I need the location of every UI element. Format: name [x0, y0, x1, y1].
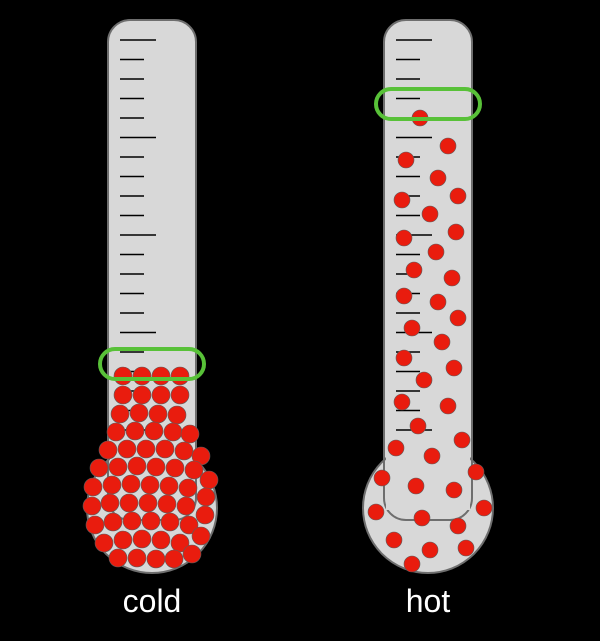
particle: [183, 545, 201, 563]
particle: [133, 367, 151, 385]
particle: [200, 471, 218, 489]
thermometer-diagram: cold hot: [0, 0, 600, 641]
particle: [430, 294, 446, 310]
particle: [386, 532, 402, 548]
particle: [109, 458, 127, 476]
particle: [164, 423, 182, 441]
particle: [156, 440, 174, 458]
background: [0, 0, 600, 641]
particle: [84, 478, 102, 496]
particle: [181, 425, 199, 443]
particle: [133, 530, 151, 548]
particle: [149, 405, 167, 423]
particle: [141, 476, 159, 494]
particle: [111, 405, 129, 423]
particle: [448, 224, 464, 240]
label-cold: cold: [123, 583, 182, 619]
particle: [147, 550, 165, 568]
particle: [104, 513, 122, 531]
particle: [128, 549, 146, 567]
particle: [123, 512, 141, 530]
particle: [137, 440, 155, 458]
particle: [192, 527, 210, 545]
particle: [450, 188, 466, 204]
particle: [142, 512, 160, 530]
particle: [408, 478, 424, 494]
particle: [185, 461, 203, 479]
particle: [86, 516, 104, 534]
particle: [394, 394, 410, 410]
particle: [476, 500, 492, 516]
particle: [410, 418, 426, 434]
particle: [450, 310, 466, 326]
particle: [404, 556, 420, 572]
particle: [128, 457, 146, 475]
particle: [422, 206, 438, 222]
particle: [388, 440, 404, 456]
particle: [114, 367, 132, 385]
particle: [422, 542, 438, 558]
particle: [458, 540, 474, 556]
particle: [130, 404, 148, 422]
particle: [161, 513, 179, 531]
particle: [90, 459, 108, 477]
particle: [394, 192, 410, 208]
particle: [454, 432, 470, 448]
particle: [83, 497, 101, 515]
particle: [175, 442, 193, 460]
particle: [440, 138, 456, 154]
particle: [114, 531, 132, 549]
particle: [446, 360, 462, 376]
particle: [145, 422, 163, 440]
particle: [396, 350, 412, 366]
particle: [152, 531, 170, 549]
particle: [109, 549, 127, 567]
particle: [101, 494, 119, 512]
particle: [414, 510, 430, 526]
particle: [122, 475, 140, 493]
particle: [179, 479, 197, 497]
label-hot: hot: [406, 583, 451, 619]
particle: [434, 334, 450, 350]
particle: [139, 494, 157, 512]
particle: [430, 170, 446, 186]
particle: [103, 476, 121, 494]
particle: [126, 422, 144, 440]
particle: [368, 504, 384, 520]
particle: [171, 386, 189, 404]
particle: [468, 464, 484, 480]
particle: [147, 458, 165, 476]
particle: [374, 470, 390, 486]
particle: [114, 386, 132, 404]
particle: [133, 386, 151, 404]
particle: [444, 270, 460, 286]
particle: [152, 367, 170, 385]
particle: [404, 320, 420, 336]
particle: [396, 230, 412, 246]
particle: [446, 482, 462, 498]
particle: [450, 518, 466, 534]
particle: [398, 152, 414, 168]
particle: [166, 459, 184, 477]
particle: [428, 244, 444, 260]
particle: [152, 386, 170, 404]
particle: [177, 497, 195, 515]
particle: [120, 494, 138, 512]
particle: [118, 440, 136, 458]
particle: [99, 441, 117, 459]
particle: [396, 288, 412, 304]
particle: [440, 398, 456, 414]
particle: [196, 506, 214, 524]
particle: [171, 367, 189, 385]
particle: [416, 372, 432, 388]
particle: [165, 550, 183, 568]
particle: [95, 534, 113, 552]
particle: [406, 262, 422, 278]
particle: [168, 406, 186, 424]
particle: [424, 448, 440, 464]
particle: [197, 488, 215, 506]
particle: [107, 423, 125, 441]
particle: [160, 477, 178, 495]
particle: [158, 495, 176, 513]
